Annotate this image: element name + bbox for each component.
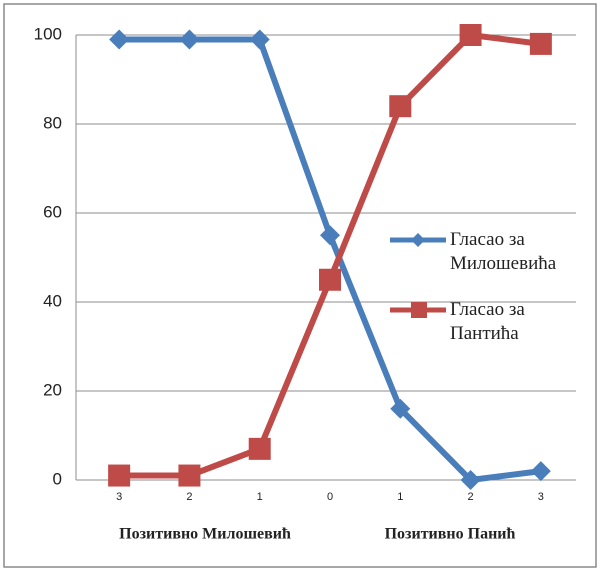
marker	[108, 464, 131, 487]
annotation: Позитивно Панић	[385, 526, 516, 543]
y-tick-label: 0	[53, 469, 62, 488]
marker	[390, 398, 411, 419]
legend-label: Гласао за Пантића	[450, 299, 525, 344]
x-tick-label: 2	[468, 491, 474, 503]
y-tick-label: 100	[34, 24, 62, 43]
legend-marker	[411, 233, 425, 247]
frame	[3, 3, 597, 568]
x-tick-label: 3	[116, 491, 122, 503]
x-tick-label: 2	[186, 491, 192, 503]
x-tick-label: 1	[257, 491, 263, 503]
marker	[109, 29, 130, 50]
y-tick-label: 20	[43, 380, 62, 399]
x-tick-label: 0	[327, 491, 333, 503]
marker	[248, 437, 271, 460]
annotation: Позитивно Милошевић	[119, 526, 291, 543]
marker	[530, 461, 551, 482]
marker	[460, 470, 481, 490]
y-tick-label: 80	[43, 113, 62, 132]
y-tick-label: 60	[43, 202, 62, 221]
marker	[320, 225, 340, 246]
marker	[179, 29, 200, 50]
marker	[389, 95, 412, 118]
marker	[459, 24, 482, 46]
marker	[529, 32, 552, 55]
legend-label: Гласао за Милошевића	[450, 229, 557, 274]
x-tick-label: 3	[538, 491, 544, 503]
marker	[178, 464, 201, 487]
x-tick-label: 1	[397, 491, 403, 503]
marker	[249, 29, 270, 50]
legend-marker	[411, 302, 427, 318]
y-tick-label: 40	[43, 291, 62, 310]
marker	[319, 268, 341, 291]
